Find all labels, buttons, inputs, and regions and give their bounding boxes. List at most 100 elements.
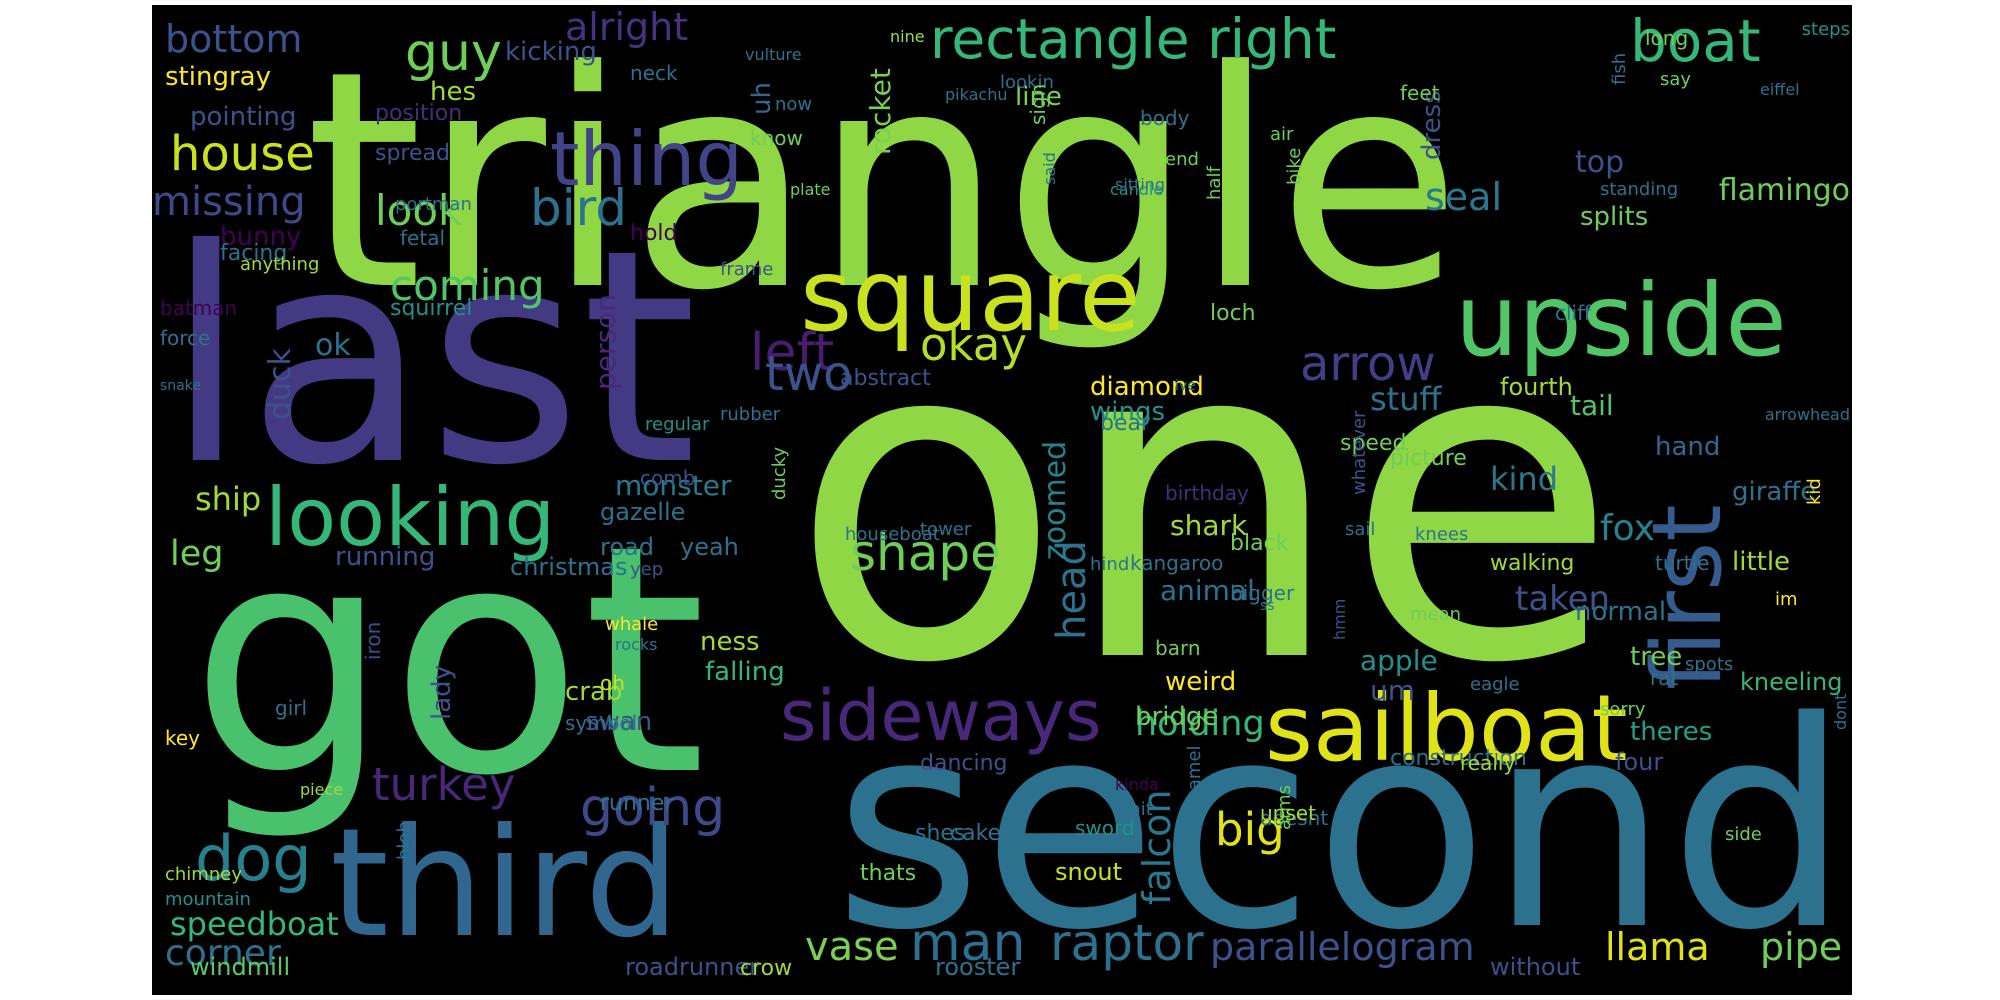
- word-triangle: triangle: [305, 7, 1462, 356]
- word-upset: upset: [1260, 801, 1316, 825]
- word-eiffel: eiffel: [1760, 80, 1800, 99]
- word-side: side: [1725, 824, 1762, 845]
- word-alright: alright: [565, 5, 688, 49]
- word-okay: okay: [920, 318, 1027, 371]
- word-sailboat: sailboat: [1265, 675, 1628, 782]
- word-fetal: fetal: [400, 226, 445, 250]
- word-steps: steps: [1802, 19, 1850, 40]
- word-frame: frame: [720, 259, 773, 280]
- word-dont: dont: [1831, 694, 1850, 730]
- word-line: line: [1015, 82, 1062, 112]
- word-picture: picture: [1390, 446, 1467, 471]
- word-now: now: [775, 94, 812, 115]
- word-four: four: [1615, 748, 1663, 776]
- word-splits: splits: [1580, 202, 1648, 232]
- word-animal: animal: [1160, 574, 1255, 607]
- word-wings: wings: [1090, 397, 1165, 427]
- word-body: body: [1140, 106, 1190, 130]
- word-rocket: rocket: [864, 68, 897, 155]
- word-rooster: rooster: [935, 953, 1020, 981]
- word-arrowhead: arrowhead: [1765, 405, 1850, 424]
- word-last: last: [165, 186, 697, 530]
- word-square: square: [800, 237, 1141, 354]
- word-ss: ss: [1260, 598, 1275, 614]
- word-big: big: [1215, 803, 1285, 856]
- word-two: two: [765, 346, 852, 402]
- word-rocks: rocks: [615, 635, 657, 654]
- word-spots: spots: [1685, 654, 1733, 675]
- word-sorry: sorry: [1600, 699, 1646, 720]
- word-theres: theres: [1630, 717, 1712, 747]
- word-ducky: ducky: [769, 446, 790, 500]
- word-first: first: [1633, 504, 1743, 690]
- word-snout: snout: [1055, 858, 1122, 886]
- word-dress: dress: [1417, 90, 1447, 160]
- word-shape: shape: [850, 524, 1001, 582]
- word-runner: runner: [600, 791, 674, 816]
- word-hes: hes: [430, 77, 476, 107]
- word-vulture: vulture: [745, 45, 802, 64]
- word-ship: ship: [195, 480, 261, 518]
- word-comb: comb: [640, 466, 695, 490]
- word-third: third: [330, 797, 680, 971]
- word-barn: barn: [1155, 636, 1201, 660]
- word-ok: ok: [315, 328, 351, 363]
- word-dancing: dancing: [920, 751, 1008, 776]
- word-weird: weird: [1165, 667, 1236, 697]
- word-tower: tower: [920, 519, 972, 540]
- word-kid: kid: [1804, 478, 1825, 505]
- word-windmill: windmill: [190, 953, 290, 981]
- word-look: look: [375, 186, 463, 235]
- word-crow: crow: [740, 956, 792, 981]
- word-kind: kind: [1490, 460, 1558, 498]
- word-lookin: lookin: [1000, 72, 1054, 93]
- word-falcon: falcon: [1135, 790, 1179, 905]
- word-sign: sign: [1026, 84, 1050, 125]
- word-pipe: pipe: [1760, 925, 1842, 969]
- word-squirrel: squirrel: [390, 296, 472, 321]
- word-black: black: [1230, 531, 1289, 556]
- word-sideways: sideways: [780, 675, 1101, 757]
- word-abstract: abstract: [840, 366, 931, 391]
- word-shark: shark: [1170, 509, 1248, 542]
- word-wait: wait: [1115, 799, 1153, 820]
- word-tree: tree: [1630, 642, 1682, 672]
- word-raptor: raptor: [1050, 914, 1204, 972]
- word-thing: thing: [550, 115, 743, 203]
- word-falling: falling: [705, 657, 785, 687]
- word-facing: facing: [220, 241, 287, 266]
- word-regular: regular: [645, 414, 710, 435]
- word-stuff: stuff: [1370, 380, 1443, 418]
- word-swan: swan: [585, 707, 652, 737]
- word-upside: upside: [1455, 262, 1787, 379]
- word-said: said: [1040, 152, 1059, 185]
- word-giraffe: giraffe: [1732, 477, 1816, 507]
- word-without: without: [1490, 953, 1580, 981]
- word-flamingo: flamingo: [1719, 173, 1850, 208]
- word-roadrunner: roadrunner: [625, 953, 759, 981]
- word-fourth: fourth: [1500, 373, 1573, 401]
- word-plate: plate: [790, 180, 831, 199]
- word-seal: seal: [1425, 175, 1502, 219]
- word-man: man: [910, 913, 1025, 973]
- word-construction: construction: [1390, 746, 1527, 771]
- word-got: got: [190, 479, 706, 845]
- word-apple: apple: [1360, 644, 1438, 677]
- word-boat: boat: [1630, 7, 1761, 75]
- word-guy: guy: [405, 23, 502, 83]
- word-anything: anything: [240, 254, 319, 275]
- word-cliff: cliff: [1555, 301, 1592, 325]
- word-coming: coming: [390, 261, 545, 310]
- word-sail: sail: [1345, 519, 1375, 540]
- word-camel: camel: [1184, 745, 1205, 800]
- word-head: head: [1049, 540, 1095, 640]
- word-ive: ive: [1175, 378, 1196, 394]
- word-bear: bear: [1100, 411, 1151, 436]
- word-running: running: [335, 542, 435, 572]
- word-ness: ness: [700, 627, 760, 657]
- word-crab: crab: [565, 677, 622, 707]
- word-whatever: whatever: [1349, 410, 1370, 495]
- word-batman: batman: [160, 296, 237, 320]
